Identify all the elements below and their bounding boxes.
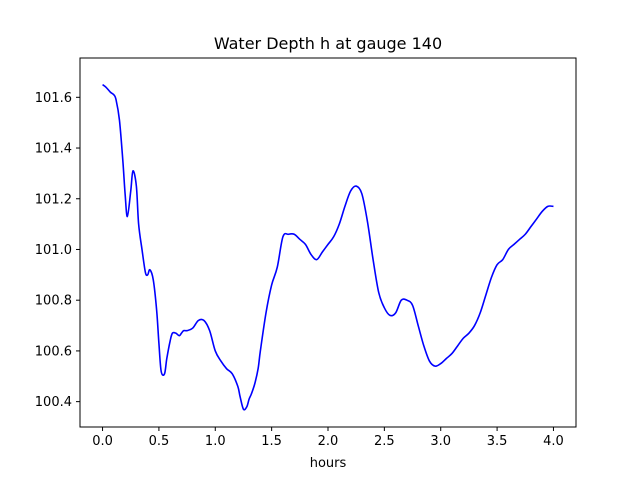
x-tick-label: 1.0 — [205, 434, 226, 449]
x-tick-label: 0.0 — [92, 434, 113, 449]
y-tick-label: 100.4 — [35, 395, 72, 410]
y-axis-ticks: 100.4 100.6 100.8 101.0 101.2 101.4 101.6 — [35, 91, 80, 410]
x-tick-label: 3.5 — [487, 434, 508, 449]
x-tick-label: 2.0 — [318, 434, 339, 449]
y-tick-label: 101.2 — [35, 192, 72, 207]
y-tick-label: 101.4 — [35, 142, 72, 157]
x-tick-label: 3.0 — [430, 434, 451, 449]
y-tick-label: 101.0 — [35, 243, 72, 258]
chart-title: Water Depth h at gauge 140 — [214, 34, 442, 53]
y-tick-label: 100.8 — [35, 294, 72, 309]
x-axis-label: hours — [310, 456, 347, 471]
x-tick-label: 0.5 — [149, 434, 170, 449]
plot-area — [80, 58, 576, 427]
plot-frame — [79, 57, 577, 428]
y-tick-label: 101.6 — [35, 91, 72, 106]
x-tick-label: 2.5 — [374, 434, 395, 449]
x-tick-label: 4.0 — [543, 434, 564, 449]
x-tick-label: 1.5 — [261, 434, 282, 449]
y-tick-label: 100.6 — [35, 344, 72, 359]
x-axis-ticks: 0.0 0.5 1.0 1.5 2.0 2.5 3.0 3.5 4.0 — [92, 427, 564, 449]
series-line-water-depth — [102, 83, 554, 411]
